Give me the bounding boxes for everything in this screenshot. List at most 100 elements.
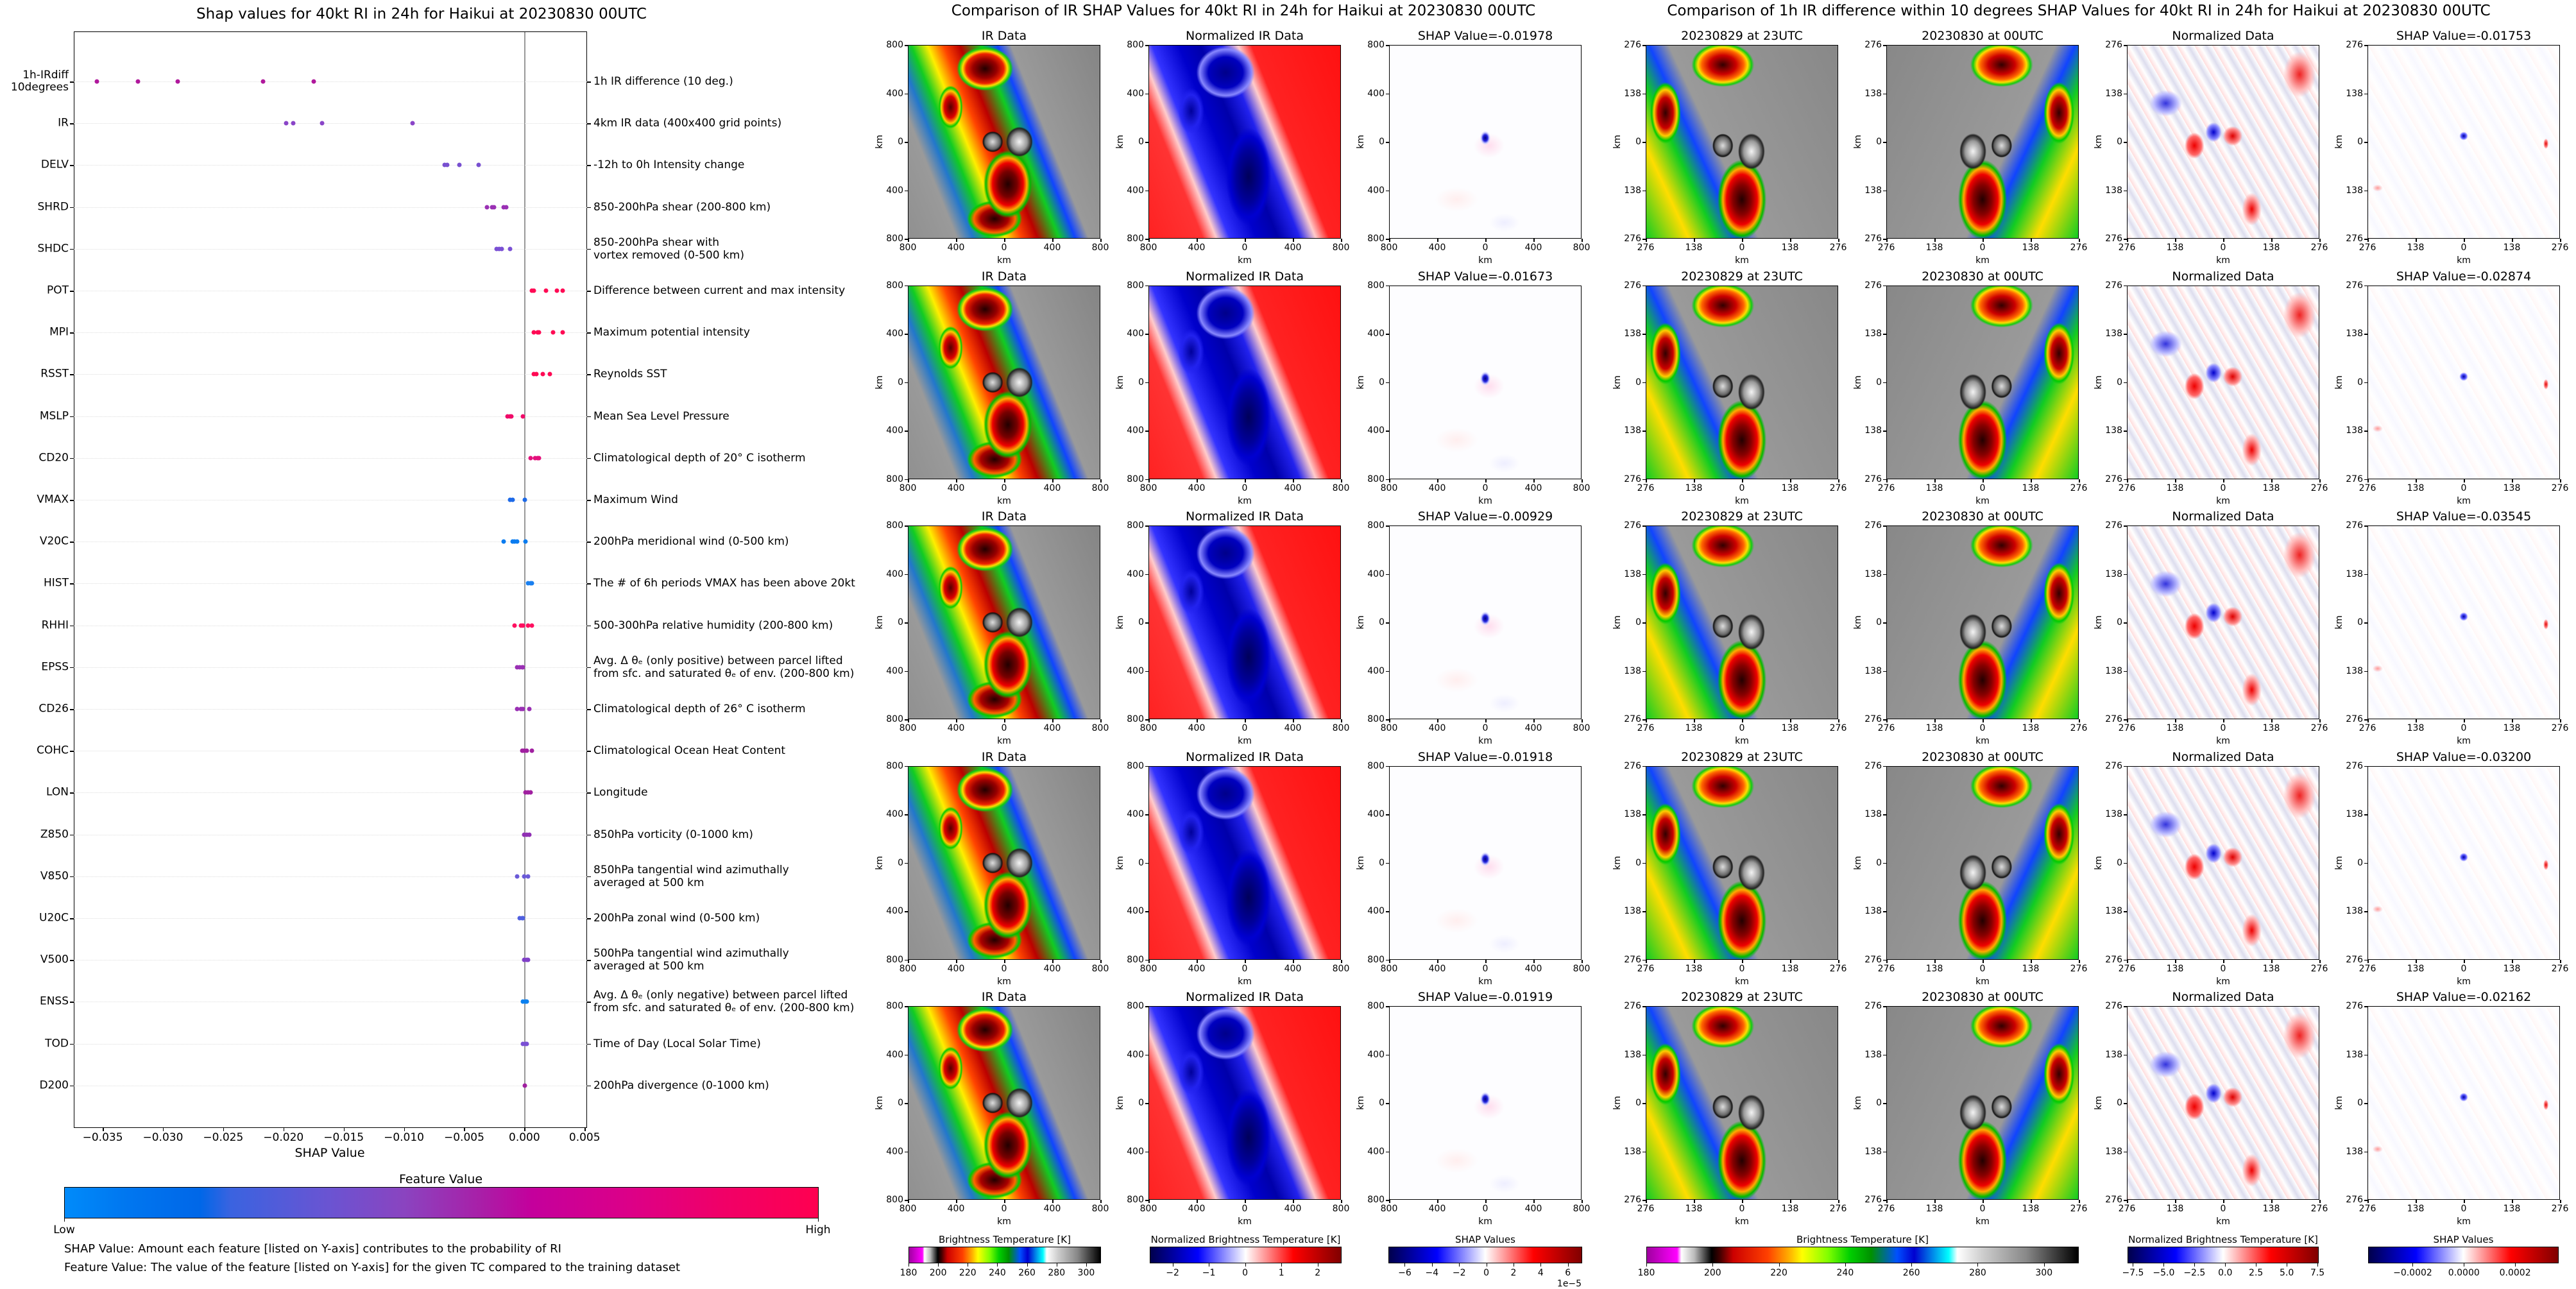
panel-x-tick-label: 800 [1573, 963, 1591, 974]
panel-x-tick-label: 800 [899, 243, 917, 253]
panel-x-tick-label: 138 [1781, 963, 1799, 974]
panel-x-tick [1004, 239, 1005, 242]
y-tick-right [587, 583, 591, 585]
panel-x-tick [2175, 479, 2176, 482]
panel-x-tick-label: 276 [2551, 963, 2569, 974]
x-tick-label: −0.010 [384, 1131, 425, 1144]
panel-y-tick [905, 382, 908, 383]
panel-x-tick [2416, 239, 2417, 242]
panel-x-tick-label: 400 [1284, 963, 1302, 974]
panel-x-tick [2464, 1200, 2465, 1203]
panel-y-tick [2364, 1103, 2367, 1104]
panel-x-tick [1694, 719, 1695, 722]
feature-gridline [74, 876, 587, 877]
panel-x-tick [2560, 719, 2561, 722]
feature-description-label: 500hPa tangential wind azimuthally avera… [593, 947, 789, 973]
panel-y-tick-label: 0 [2357, 1098, 2363, 1108]
panel-y-tick [2124, 525, 2127, 527]
panel-x-tick-label: 276 [2118, 482, 2136, 493]
panel-x-tick-label: 800 [1332, 1204, 1350, 1214]
panel-y-tick [1386, 1006, 1389, 1007]
panel-y-tick [2124, 814, 2127, 815]
panel-x-tick-label: 138 [2503, 243, 2521, 253]
irdiff-normalized-colorbar [2128, 1247, 2319, 1263]
panel-y-tick [2364, 814, 2367, 815]
panel-y-axis-label: km [1853, 135, 1863, 149]
panel-x-tick-label: 0 [1979, 963, 1986, 974]
panel-y-axis-label: km [1356, 855, 1366, 870]
feature-description-label: Time of Day (Local Solar Time) [593, 1037, 761, 1050]
panel-x-tick-label: 0 [1482, 482, 1488, 493]
feature-code-label: Z850 [40, 828, 69, 841]
shap-point [515, 874, 520, 879]
panel-y-tick-label: 400 [1127, 88, 1144, 99]
panel-x-tick [1293, 479, 1294, 482]
panel-y-tick-label: 276 [1624, 1001, 1641, 1011]
panel-x-axis-label: km [2457, 255, 2471, 266]
panel-x-tick [1437, 1200, 1438, 1203]
ir-previous-hour-image [1646, 45, 1838, 239]
panel-x-tick-label: 0 [1979, 243, 1986, 253]
panel-y-tick-label: 138 [1624, 665, 1641, 676]
shap-point [520, 623, 525, 628]
panel-x-tick [1790, 1200, 1791, 1203]
x-tick [162, 1127, 164, 1131]
panel-y-tick [1883, 45, 1886, 46]
irdiff-shap-map-image [2367, 525, 2560, 719]
y-tick-right [587, 960, 591, 961]
panel-x-tick [1934, 239, 1936, 242]
panel-y-tick [1883, 431, 1886, 432]
y-tick-left [70, 374, 74, 375]
panel-x-tick-label: 800 [1091, 243, 1109, 253]
panel-y-tick-label: 138 [1864, 185, 1882, 196]
shap-point [520, 665, 525, 670]
colorbar-tick-label: 200 [929, 1268, 947, 1278]
ir-shap-map-image [1389, 45, 1582, 239]
panel-x-tick [1694, 959, 1695, 963]
panel-x-tick [1742, 239, 1743, 242]
panel-x-tick [2127, 1200, 2128, 1203]
y-tick-right [587, 374, 591, 375]
feature-description-label: Mean Sea Level Pressure [593, 409, 729, 423]
shap-point [504, 205, 509, 210]
feature-code-label: V500 [40, 953, 69, 966]
panel-y-tick [1883, 285, 1886, 286]
panel-y-tick [1642, 911, 1646, 912]
ir-comparison-title: Comparison of IR SHAP Values for 40kt RI… [951, 3, 1536, 19]
feature-code-label: IR [58, 116, 69, 130]
panel-title: SHAP Value=-0.01978 [1417, 29, 1553, 43]
panel-y-tick-label: 400 [1127, 329, 1144, 339]
panel-x-tick [1983, 239, 1984, 242]
panel-x-tick [2175, 1200, 2176, 1203]
panel-y-tick-label: 0 [2357, 617, 2363, 627]
panel-y-tick [1642, 670, 1646, 672]
panel-x-tick [1742, 719, 1743, 722]
panel-y-tick [2124, 670, 2127, 672]
panel-y-tick-label: 800 [1127, 234, 1144, 244]
feature-code-label: RSST [40, 367, 69, 380]
y-tick-left [70, 500, 74, 501]
panel-title: Normalized Data [2172, 990, 2274, 1004]
colorbar-tick-label: −7.5 [2122, 1268, 2144, 1278]
panel-x-tick-label: 0 [2220, 243, 2226, 253]
panel-y-tick-label: 0 [2117, 377, 2122, 388]
panel-x-tick-label: 400 [1524, 482, 1542, 493]
panel-x-axis-label: km [997, 976, 1011, 987]
panel-x-tick-label: 400 [1043, 723, 1061, 733]
panel-y-tick [905, 670, 908, 672]
panel-title: SHAP Value=-0.02874 [2396, 269, 2532, 284]
shap-point [515, 539, 520, 544]
panel-x-tick [2079, 239, 2080, 242]
panel-y-tick [1642, 959, 1646, 960]
panel-x-tick-label: 276 [2070, 243, 2088, 253]
feature-code-label: SHRD [37, 200, 69, 214]
panel-y-tick-label: 400 [886, 809, 903, 819]
panel-y-tick [2124, 959, 2127, 960]
panel-y-tick [1883, 862, 1886, 864]
panel-y-tick [1883, 911, 1886, 912]
panel-x-tick [1293, 719, 1294, 722]
panel-y-tick-label: 800 [1127, 40, 1144, 50]
irdiff-shap-map-image [2367, 285, 2560, 479]
irdiff-comparison-title: Comparison of 1h IR difference within 10… [1667, 3, 2491, 19]
panel-x-tick-label: 138 [2262, 723, 2280, 733]
